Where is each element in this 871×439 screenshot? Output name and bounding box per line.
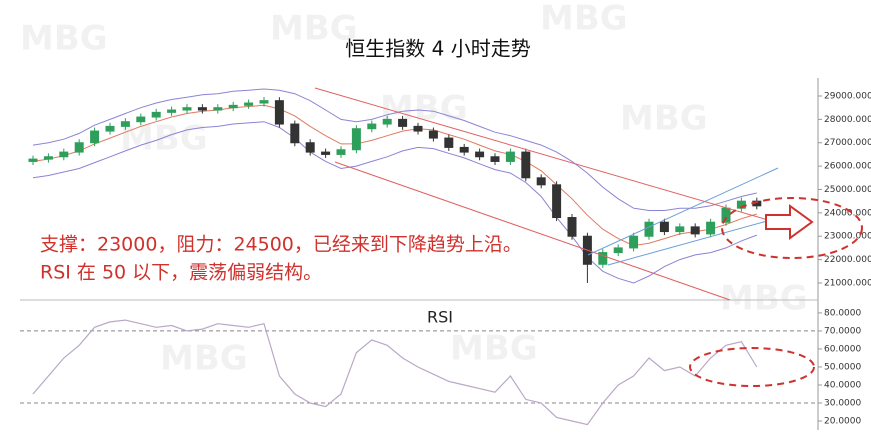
- annotation: RSI 在 50 以下，震荡偏弱结构。: [40, 262, 322, 284]
- candle-body: [398, 118, 408, 127]
- y-tick-label: 30.0000: [824, 398, 861, 408]
- candle-body: [613, 247, 623, 254]
- highlight-ellipse: [689, 347, 815, 387]
- y-tick-label: 70.0000: [824, 326, 861, 336]
- candle-body: [351, 128, 361, 151]
- watermark: MBG: [450, 329, 538, 369]
- candle-body: [444, 137, 454, 148]
- watermark: MBG: [380, 89, 468, 129]
- candle-body: [598, 252, 608, 265]
- candle-body: [413, 125, 423, 132]
- y-tick-label: 80.0000: [824, 308, 861, 318]
- y-tick-label: 24000.000: [824, 208, 871, 218]
- candle-body: [274, 100, 284, 125]
- candle-body: [290, 123, 300, 144]
- y-tick-label: 22000.000: [824, 255, 871, 265]
- y-tick-label: 28000.000: [824, 115, 871, 125]
- watermark: MBG: [620, 99, 708, 139]
- band-line: [32, 121, 757, 284]
- y-tick-label: 26000.000: [824, 162, 871, 172]
- chart-title: 恒生指数 4 小时走势: [345, 37, 530, 61]
- band-line: [32, 88, 757, 211]
- watermark: MBG: [20, 19, 108, 59]
- candle-body: [475, 151, 485, 158]
- candle-body: [197, 107, 207, 111]
- y-tick-label: 23000.000: [824, 232, 871, 242]
- candle-body: [28, 158, 38, 162]
- candle-body: [136, 116, 146, 123]
- watermark: MBG: [270, 9, 358, 49]
- candle-body: [59, 151, 69, 158]
- y-tick-label: 27000.000: [824, 138, 871, 148]
- candle-body: [182, 107, 192, 111]
- candle-body: [521, 151, 531, 179]
- y-tick-label: 50.0000: [824, 362, 861, 372]
- candle-body: [675, 226, 685, 233]
- candle-body: [490, 156, 500, 162]
- candle-body: [459, 146, 469, 153]
- candle-body: [505, 151, 515, 162]
- candle-body: [382, 118, 392, 125]
- candle-body: [706, 221, 716, 235]
- candle-body: [552, 184, 562, 219]
- candle-body: [536, 177, 546, 186]
- candle-body: [244, 102, 254, 106]
- candle-body: [120, 121, 130, 127]
- candle-body: [428, 130, 438, 139]
- candle-body: [644, 221, 654, 237]
- rsi-line: [32, 319, 758, 426]
- candle-body: [629, 235, 639, 249]
- plot-layer: 21000.000 22000.000 23000.000 24000.000 2500…: [20, 88, 871, 426]
- channel-line: [587, 167, 779, 256]
- candle-body: [105, 125, 115, 132]
- trend-line: [334, 161, 731, 301]
- watermark: MBG: [540, 0, 628, 39]
- candle-body: [567, 217, 577, 237]
- candle-body: [305, 142, 315, 153]
- candle-body: [690, 226, 700, 235]
- candle-body: [90, 130, 100, 144]
- highlight-ellipse: [721, 197, 863, 259]
- watermark: MBG: [160, 339, 248, 379]
- candle-body: [167, 109, 177, 113]
- candle-body: [43, 156, 53, 160]
- candle-body: [259, 100, 269, 104]
- y-tick-label: 40.0000: [824, 380, 861, 390]
- channel-line: [607, 217, 779, 266]
- candle-body: [151, 111, 161, 118]
- candle-body: [367, 123, 377, 130]
- y-tick-label: 21000.000: [824, 278, 871, 288]
- panel-title: RSI: [427, 308, 453, 327]
- watermark: MBG: [720, 279, 808, 319]
- annotation: 支撑：23000，阻力：24500，已经来到下降趋势上沿。: [40, 234, 522, 256]
- trend-line: [314, 87, 776, 223]
- candle-body: [228, 104, 238, 109]
- y-tick-label: 29000.000: [824, 91, 871, 101]
- candle-body: [74, 142, 84, 153]
- arrow: [765, 204, 814, 240]
- candle-body: [336, 149, 346, 155]
- watermark: MBG: [120, 119, 208, 159]
- candle-body: [321, 151, 331, 155]
- candle-body: [213, 107, 223, 111]
- y-tick-label: 25000.000: [824, 185, 871, 195]
- y-tick-label: 20.0000: [824, 416, 861, 426]
- candle-body: [659, 221, 669, 233]
- candle-body: [721, 207, 731, 223]
- y-tick-label: 60.0000: [824, 344, 861, 354]
